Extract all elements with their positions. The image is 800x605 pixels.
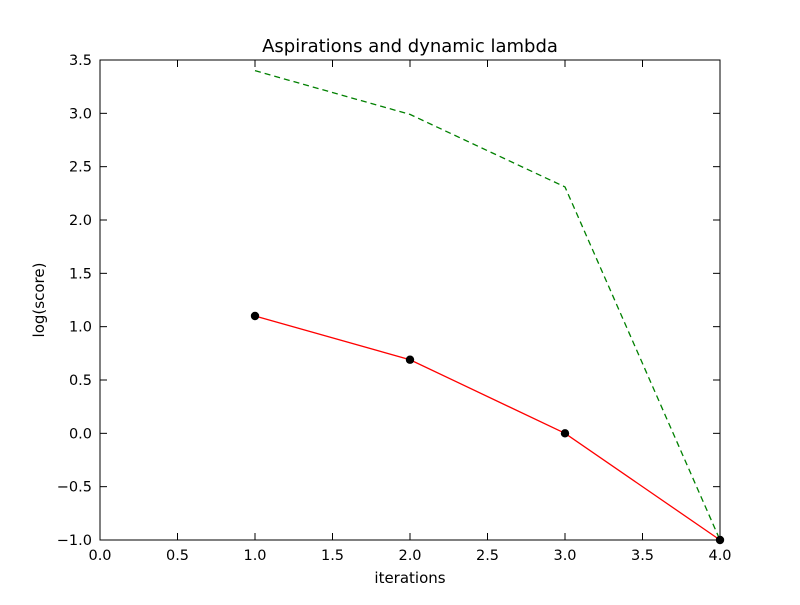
- y-tick-label: 3.0: [69, 106, 92, 122]
- x-tick-label: 3.0: [553, 548, 576, 564]
- y-tick-label: 1.0: [69, 320, 92, 336]
- series-1-line: [254, 70, 721, 541]
- y-tick-label: 1.5: [69, 266, 92, 282]
- y-tick-label: 0.5: [69, 373, 92, 389]
- series-2-line: [254, 315, 721, 541]
- plot-area: 0.0 0.5 1.0 1.5 2.0 2.5 3.0 3.5 4.0 −1.0 −0.5 0.0 0.…: [57, 53, 732, 564]
- series-2-point: [250, 311, 260, 321]
- y-tick-label: −0.5: [57, 480, 92, 496]
- x-tick-label: 1.0: [243, 548, 266, 564]
- x-tick-label: 3.5: [631, 548, 654, 564]
- y-axis-label: log(score): [30, 263, 48, 338]
- series-2-point: [560, 429, 570, 438]
- x-tick-label: 4.0: [708, 548, 731, 564]
- x-tick-label: 0.0: [88, 548, 111, 564]
- y-tick-label: 2.0: [69, 213, 92, 229]
- x-tick-label: 2.5: [476, 548, 499, 564]
- x-tick-label: 2.0: [398, 548, 421, 564]
- x-axis-label: iterations: [374, 569, 445, 587]
- series-2-point: [405, 355, 415, 364]
- chart-title: Aspirations and dynamic lambda: [262, 36, 558, 57]
- y-tick-label: 2.5: [69, 160, 92, 176]
- y-tick-label: 0.0: [69, 426, 92, 442]
- x-tick-label: 0.5: [166, 548, 189, 564]
- y-tick-label: −1.0: [57, 533, 92, 549]
- x-tick-label: 1.5: [321, 548, 344, 564]
- y-tick-label: 3.5: [69, 53, 92, 69]
- plot-frame: [99, 59, 721, 541]
